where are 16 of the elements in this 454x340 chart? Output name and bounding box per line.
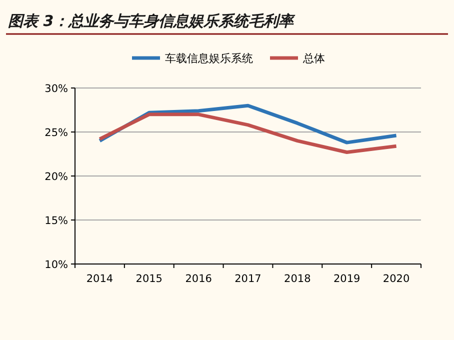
legend-label: 车载信息娱乐系统 bbox=[165, 52, 253, 65]
y-tick-label: 25% bbox=[44, 127, 68, 139]
x-tick-label: 2016 bbox=[185, 273, 212, 285]
x-tick-label: 2017 bbox=[234, 273, 262, 285]
line-series bbox=[98, 112, 398, 154]
y-tick-label: 20% bbox=[44, 171, 68, 183]
y-tick-label: 10% bbox=[44, 259, 68, 271]
x-tick-label: 2020 bbox=[382, 273, 410, 285]
chart-title: 图表 3：总业务与车身信息娱乐系统毛利率 bbox=[8, 12, 296, 30]
x-tick-label: 2015 bbox=[136, 273, 163, 285]
y-tick-label: 15% bbox=[44, 215, 68, 227]
x-tick-label: 2018 bbox=[284, 273, 311, 285]
legend-label: 总体 bbox=[302, 52, 325, 65]
x-tick-label: 2014 bbox=[86, 273, 114, 285]
y-tick-label: 30% bbox=[44, 83, 68, 95]
x-tick-label: 2019 bbox=[333, 273, 360, 285]
